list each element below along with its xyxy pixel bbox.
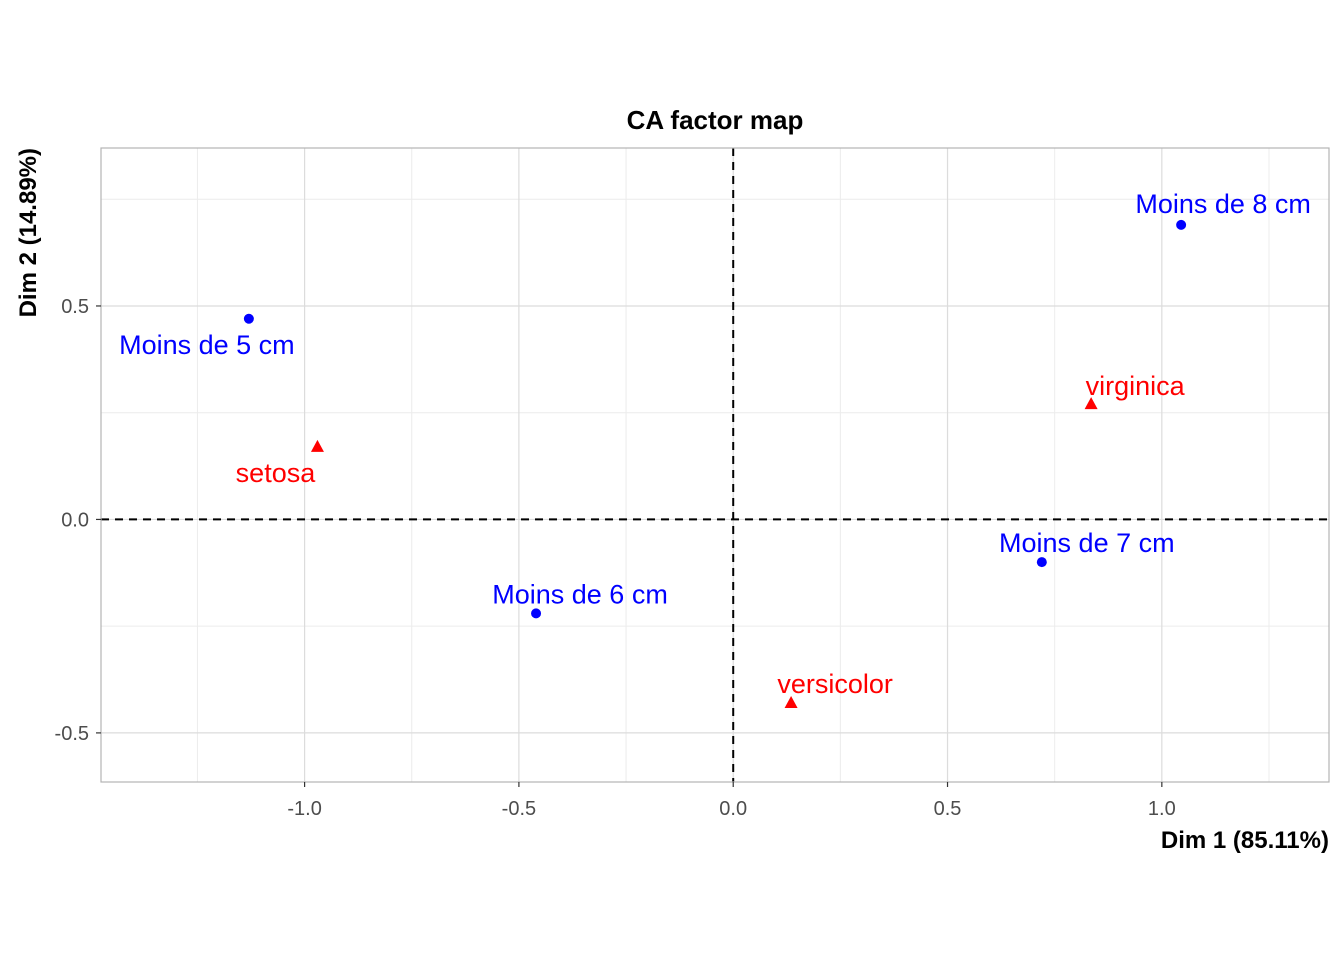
reference-lines xyxy=(101,148,1329,782)
column-point-marker xyxy=(784,696,798,709)
point-label: Moins de 8 cm xyxy=(1135,189,1311,219)
point-label: versicolor xyxy=(777,669,893,699)
y-axis-title: Dim 2 (14.89%) xyxy=(15,148,42,317)
y-tick-label: 0.0 xyxy=(61,509,89,531)
point-label: Moins de 5 cm xyxy=(119,330,295,360)
chart-title: CA factor map xyxy=(627,105,804,135)
x-tick-label: 0.5 xyxy=(934,798,962,820)
plot-panel xyxy=(100,147,1330,783)
data-points: Moins de 5 cm Moins de 6 cm Moins de 7 cm M… xyxy=(119,189,1311,709)
row-point-marker xyxy=(531,608,542,619)
y-tick-label: 0.5 xyxy=(61,296,89,318)
y-tick-label: -0.5 xyxy=(55,723,89,745)
row-point-marker xyxy=(243,313,254,324)
x-tick-label: 0.0 xyxy=(719,798,747,820)
point-label: Moins de 6 cm xyxy=(492,579,668,609)
point-label: virginica xyxy=(1086,371,1186,401)
x-axis-ticks: -1.0 -0.5 0.0 0.5 1.0 xyxy=(287,782,1176,820)
x-tick-label: 1.0 xyxy=(1148,798,1176,820)
point-label: setosa xyxy=(236,458,317,488)
row-point-marker xyxy=(1036,557,1047,568)
column-point-marker xyxy=(1084,397,1098,410)
x-tick-label: -0.5 xyxy=(502,798,536,820)
x-axis-title: Dim 1 (85.11%) xyxy=(1161,827,1329,854)
point-label: Moins de 7 cm xyxy=(999,528,1175,558)
y-axis-ticks: -0.5 0.0 0.5 xyxy=(55,296,101,745)
row-point-marker xyxy=(1176,219,1187,230)
column-point-marker xyxy=(310,439,324,452)
x-tick-label: -1.0 xyxy=(287,798,321,820)
